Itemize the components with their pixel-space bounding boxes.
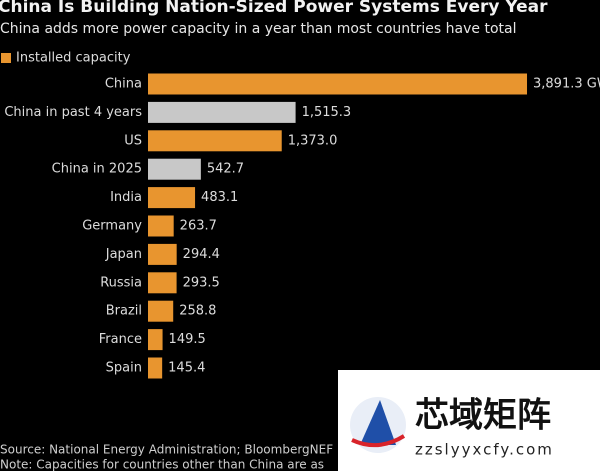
bar [148,187,196,209]
bar [148,158,201,180]
watermark-logo-shape [360,400,396,445]
value-label: 263.7 [180,219,217,234]
source-note: Source: National Energy Administration; … [0,443,333,457]
category-label: India [110,190,142,205]
value-label: 542.7 [207,162,244,177]
category-label: US [124,133,142,148]
bar [148,300,174,322]
bar [148,243,177,265]
bar [148,329,163,351]
category-label: Germany [82,219,142,234]
value-label: 149.5 [169,332,206,347]
value-label: 3,891.3 GW [533,77,600,92]
value-label: 483.1 [201,190,238,205]
watermark-logo-swoosh [351,434,406,448]
watermark-title: 芯域矩阵 [415,396,551,436]
value-label: 1,515.3 [302,105,352,120]
legend-swatch [1,53,11,63]
category-label: Brazil [106,304,142,319]
category-label: China in past 4 years [4,105,142,120]
bar [148,130,282,152]
watermark: 芯域矩阵 zzslyyxcfy.com [338,370,600,471]
footnote: Note: Capacities for countries other tha… [0,458,324,471]
category-label: Russia [100,275,142,290]
category-label: France [99,332,142,347]
bar [148,73,528,95]
chart-subtitle: China adds more power capacity in a year… [0,21,516,37]
bar [148,215,174,237]
bar [148,272,177,294]
bar [148,357,163,379]
category-label: Japan [105,247,142,262]
value-label: 145.4 [168,361,205,376]
legend-label: Installed capacity [16,51,131,66]
category-label: China in 2025 [52,162,142,177]
category-label: Spain [106,361,142,376]
value-label: 258.8 [179,304,216,319]
watermark-url: zzslyyxcfy.com [415,441,554,459]
bar [148,101,296,123]
value-label: 1,373.0 [288,133,338,148]
category-label: China [105,77,142,92]
value-label: 294.4 [183,247,220,262]
value-label: 293.5 [183,275,220,290]
chart-title: China Is Building Nation-Sized Power Sys… [0,0,548,17]
